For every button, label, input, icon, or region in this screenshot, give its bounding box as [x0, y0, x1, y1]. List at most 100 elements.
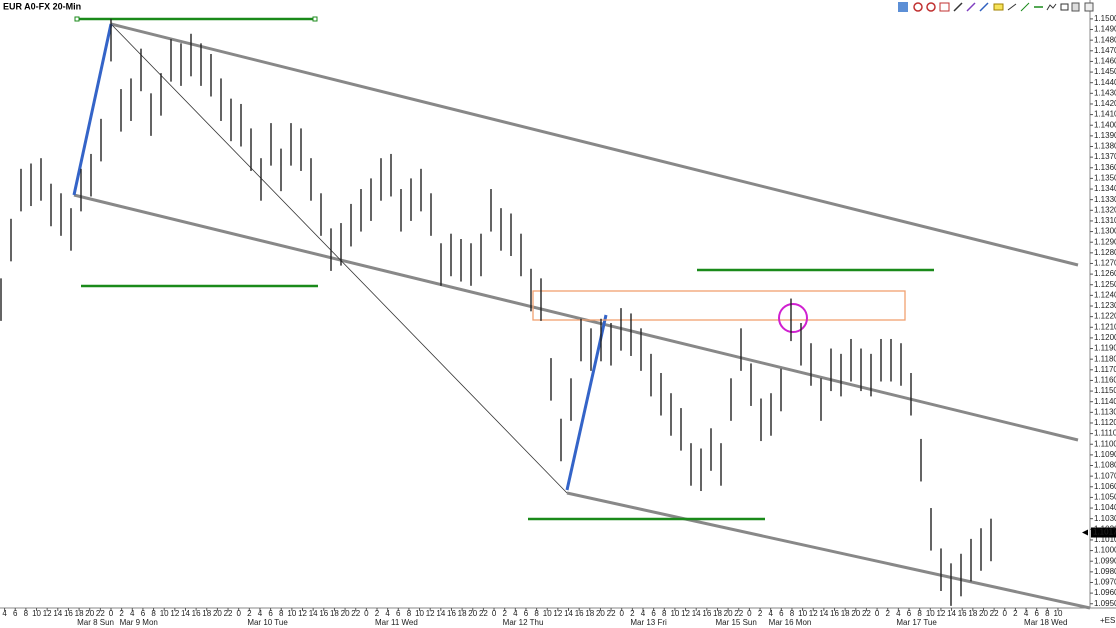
y-tick-label: 1.1140 [1094, 397, 1116, 406]
y-tick-label: 1.1390 [1094, 131, 1116, 140]
date-label: Mar 8 Sun [77, 618, 114, 627]
x-tick-label: 12 [426, 609, 435, 618]
y-tick-label: 1.1190 [1094, 344, 1116, 353]
y-tick-label: 1.1360 [1094, 163, 1116, 172]
x-tick-label: 8 [151, 609, 156, 618]
x-tick-label: 20 [724, 609, 733, 618]
x-tick-label: 16 [192, 609, 201, 618]
x-tick-label: 2 [502, 609, 507, 618]
x-tick-label: 10 [160, 609, 169, 618]
x-tick-label: 10 [926, 609, 935, 618]
y-tick-label: 1.1210 [1094, 322, 1116, 331]
x-tick-label: 22 [990, 609, 999, 618]
x-tick-label: 20 [851, 609, 860, 618]
x-tick-label: 20 [341, 609, 350, 618]
x-tick-label: 0 [236, 609, 241, 618]
x-tick-label: 18 [458, 609, 467, 618]
y-tick-label: 1.0980 [1094, 567, 1116, 576]
y-tick-label: 1.0960 [1094, 588, 1116, 597]
y-tick-label: 1.1250 [1094, 280, 1116, 289]
x-tick-label: 0 [492, 609, 497, 618]
tool-icon[interactable] [1020, 2, 1030, 12]
x-tick-label: 14 [53, 609, 62, 618]
x-tick-label: 8 [279, 609, 284, 618]
x-tick-label: 18 [585, 609, 594, 618]
tool-icon[interactable] [1007, 3, 1017, 11]
tool-icon[interactable] [966, 2, 976, 12]
x-tick-label: 6 [1034, 609, 1039, 618]
x-tick-label: 12 [936, 609, 945, 618]
y-tick-label: 1.1220 [1094, 312, 1116, 321]
x-tick-label: 22 [96, 609, 105, 618]
chart-title: EUR A0-FX 20-Min [3, 1, 81, 11]
x-tick-label: 8 [1045, 609, 1050, 618]
tool-icon[interactable] [1084, 2, 1094, 12]
x-tick-label: 10 [1054, 609, 1063, 618]
x-tick-label: 6 [268, 609, 273, 618]
y-tick-label: 1.1380 [1094, 142, 1116, 151]
x-tick-label: 8 [534, 609, 539, 618]
tool-icon[interactable] [993, 3, 1004, 11]
y-tick-label: 1.1350 [1094, 174, 1116, 183]
date-label: Mar 9 Mon [120, 618, 158, 627]
date-label: Mar 16 Mon [769, 618, 812, 627]
x-tick-label: 14 [436, 609, 445, 618]
x-tick-label: 22 [607, 609, 616, 618]
x-tick-label: 16 [958, 609, 967, 618]
tool-icon[interactable] [953, 2, 963, 12]
x-tick-label: 10 [670, 609, 679, 618]
y-tick-label: 1.1240 [1094, 290, 1116, 299]
tool-icon[interactable] [1060, 3, 1069, 11]
price-marker [1082, 529, 1088, 536]
y-tick-label: 1.1500 [1094, 14, 1116, 23]
blue-line [565, 314, 608, 491]
x-tick-label: 18 [968, 609, 977, 618]
tool-icon[interactable] [1046, 3, 1057, 11]
x-tick-label: 4 [768, 609, 773, 618]
x-tick-label: 12 [809, 609, 818, 618]
y-tick-label: 1.1010 [1094, 535, 1116, 544]
tool-icon[interactable] [913, 2, 923, 12]
x-tick-label: 10 [543, 609, 552, 618]
y-tick-label: 1.1170 [1094, 365, 1116, 374]
y-tick-label: 1.1290 [1094, 237, 1116, 246]
toolbar [898, 2, 1094, 12]
y-tick-label: 1.1100 [1094, 439, 1116, 448]
x-tick-label: 0 [619, 609, 624, 618]
x-tick-label: 0 [364, 609, 369, 618]
x-tick-label: 8 [662, 609, 667, 618]
y-tick-label: 1.0970 [1094, 578, 1116, 587]
x-tick-label: 2 [630, 609, 635, 618]
date-label: Mar 18 Wed [1024, 618, 1067, 627]
x-tick-label: 10 [415, 609, 424, 618]
y-tick-label: 1.1410 [1094, 110, 1116, 119]
date-label: Mar 11 Wed [375, 618, 418, 627]
tool-icon[interactable] [979, 2, 989, 12]
tool-icon[interactable] [939, 2, 950, 12]
x-tick-label: 6 [141, 609, 146, 618]
x-tick-label: 12 [681, 609, 690, 618]
tool-icon[interactable] [1071, 2, 1080, 12]
x-tick-label: 6 [779, 609, 784, 618]
y-tick-label: 1.1420 [1094, 99, 1116, 108]
tool-icon[interactable] [926, 2, 936, 12]
x-tick-label: 20 [213, 609, 222, 618]
x-tick-label: 6 [524, 609, 529, 618]
x-tick-label: 14 [564, 609, 573, 618]
x-tick-label: 18 [841, 609, 850, 618]
x-tick-label: 12 [553, 609, 562, 618]
x-tick-label: 16 [64, 609, 73, 618]
y-tick-label: 1.1060 [1094, 482, 1116, 491]
handle [74, 16, 80, 22]
x-tick-label: 0 [1003, 609, 1008, 618]
tool-icon[interactable] [898, 2, 908, 12]
y-tick-label: 1.1270 [1094, 259, 1116, 268]
y-tick-label: 1.1120 [1094, 418, 1116, 427]
x-tick-label: 6 [396, 609, 401, 618]
x-tick-label: 2 [247, 609, 252, 618]
x-tick-label: 4 [513, 609, 518, 618]
x-tick-label: 16 [830, 609, 839, 618]
x-tick-label: 4 [130, 609, 135, 618]
date-label: Mar 15 Sun [715, 618, 756, 627]
y-tick-label: 1.1180 [1094, 354, 1116, 363]
